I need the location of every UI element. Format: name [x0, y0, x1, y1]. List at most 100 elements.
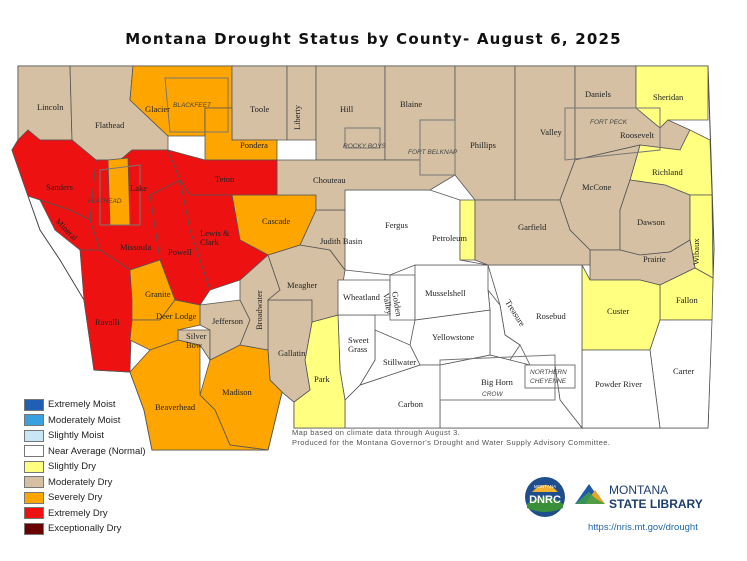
- label-broadwater: Broadwater: [254, 290, 264, 330]
- label-blackfeet: BLACKFEET: [173, 102, 212, 109]
- label-big-horn: Big Horn: [481, 377, 514, 387]
- legend-swatch: [24, 507, 44, 520]
- svg-text:MONTANA: MONTANA: [609, 483, 668, 497]
- county-petroleum: [459, 199, 476, 261]
- county-chouteau: [276, 159, 457, 211]
- legend: Extremely Moist Moderately Moist Slightly …: [24, 397, 146, 537]
- label-sweet-grass: Sweet Grass: [348, 335, 369, 354]
- label-fergus: Fergus: [385, 220, 408, 230]
- label-petroleum: Petroleum: [432, 233, 467, 243]
- label-liberty: Liberty: [292, 104, 302, 130]
- legend-label: Moderately Moist: [48, 414, 121, 426]
- label-dawson: Dawson: [637, 217, 666, 227]
- legend-item: Slightly Dry: [24, 459, 146, 475]
- label-chouteau: Chouteau: [313, 175, 346, 185]
- label-golden-valley: GoldenValley: [381, 291, 404, 320]
- label-flathead: Flathead: [95, 120, 125, 130]
- legend-label: Moderately Dry: [48, 476, 113, 488]
- label-fallon: Fallon: [676, 295, 698, 305]
- label-hill: Hill: [340, 104, 354, 114]
- label-flathead-reservation: FLATHEAD: [88, 198, 122, 205]
- legend-swatch: [24, 491, 44, 504]
- label-rocky-boys: ROCKY BOYS: [343, 143, 387, 150]
- label-mccone: McCone: [582, 182, 612, 192]
- label-gallatin: Gallatin: [278, 348, 306, 358]
- label-stillwater: Stillwater: [383, 357, 416, 367]
- label-deer-lodge: Deer Lodge: [156, 311, 197, 321]
- label-sanders: Sanders: [46, 182, 73, 192]
- reservation-labels: BLACKFEET ROCKY BOYS FORT BELKNAP FORT P…: [88, 102, 628, 398]
- label-teton: Teton: [215, 174, 235, 184]
- reservation-northern-cheyenne-outline: [524, 364, 576, 389]
- county-labels: Lincoln Flathead Glacier Toole Liberty H…: [37, 89, 701, 412]
- label-phillips: Phillips: [470, 140, 496, 150]
- reservation-outlines: [99, 77, 661, 401]
- legend-item: Exceptionally Dry: [24, 521, 146, 537]
- legend-swatch: [24, 398, 44, 411]
- legend-label: Exceptionally Dry: [48, 523, 122, 535]
- label-garfield: Garfield: [518, 222, 547, 232]
- legend-swatch: [24, 414, 44, 427]
- label-granite: Granite: [145, 289, 171, 299]
- label-lewis-clark: Lewis & Clark: [200, 228, 230, 247]
- legend-item: Extremely Moist: [24, 397, 146, 413]
- label-powell: Powell: [168, 247, 192, 257]
- label-musselshell: Musselshell: [425, 288, 466, 298]
- label-toole: Toole: [250, 104, 269, 114]
- county-carter: [649, 319, 713, 429]
- reservation-fort-belknap-outline: [419, 119, 456, 176]
- svg-text:DNRC: DNRC: [529, 494, 561, 506]
- reservation-rocky-boys-outline: [344, 127, 381, 149]
- drought-url-link[interactable]: https://nris.mt.gov/drought: [588, 522, 698, 533]
- label-northern-cheyenne: NORTHERN CHEYENNE: [530, 369, 567, 385]
- label-roosevelt: Roosevelt: [620, 130, 655, 140]
- label-lincoln: Lincoln: [37, 102, 64, 112]
- legend-label: Severely Dry: [48, 492, 103, 504]
- map-title: Montana Drought Status by County- August…: [125, 30, 622, 48]
- reservation-fort-peck-outline: [564, 107, 661, 161]
- label-park: Park: [314, 374, 330, 384]
- label-beaverhead: Beaverhead: [155, 402, 196, 412]
- county-phillips: [454, 65, 516, 201]
- label-fort-peck: FORT PECK: [590, 119, 628, 126]
- legend-swatch: [24, 429, 44, 442]
- label-wheatland: Wheatland: [343, 292, 381, 302]
- label-sheridan: Sheridan: [653, 92, 684, 102]
- legend-item: Moderately Dry: [24, 475, 146, 491]
- legend-swatch: [24, 445, 44, 458]
- label-custer: Custer: [607, 306, 629, 316]
- legend-swatch: [24, 522, 44, 535]
- legend-label: Near Average (Normal): [48, 445, 146, 457]
- label-richland: Richland: [652, 167, 683, 177]
- label-crow: CROW: [482, 391, 503, 398]
- label-ravalli: Ravalli: [95, 317, 120, 327]
- label-fort-belknap: FORT BELKNAP: [408, 149, 458, 156]
- label-glacier: Glacier: [145, 104, 170, 114]
- label-judith-basin: Judith Basin: [320, 236, 363, 246]
- label-valley: Valley: [540, 127, 562, 137]
- legend-label: Extremely Dry: [48, 507, 108, 519]
- label-jefferson: Jefferson: [212, 316, 244, 326]
- label-yellowstone: Yellowstone: [432, 332, 474, 342]
- note-line-1: Map based on climate data through August…: [292, 428, 461, 437]
- svg-text:STATE LIBRARY: STATE LIBRARY: [609, 497, 703, 511]
- legend-swatch: [24, 460, 44, 473]
- reservation-flathead-outline: [99, 164, 141, 226]
- label-meagher: Meagher: [287, 280, 317, 290]
- reservation-blackfeet-outline: [164, 77, 229, 133]
- county-toole: [231, 65, 288, 141]
- label-carter: Carter: [673, 366, 694, 376]
- county-pondera: [204, 107, 278, 161]
- label-prairie: Prairie: [643, 254, 666, 264]
- label-daniels: Daniels: [585, 89, 611, 99]
- label-lake: Lake: [130, 183, 147, 193]
- reservation-crow-outline: [439, 354, 556, 401]
- county-sanders: [11, 129, 97, 221]
- legend-item: Extremely Dry: [24, 506, 146, 522]
- montana-state-library-logo: MONTANA STATE LIBRARY: [575, 483, 703, 511]
- legend-item: Moderately Moist: [24, 413, 146, 429]
- label-blaine: Blaine: [400, 99, 422, 109]
- label-madison: Madison: [222, 387, 253, 397]
- county-garfield: [474, 199, 591, 266]
